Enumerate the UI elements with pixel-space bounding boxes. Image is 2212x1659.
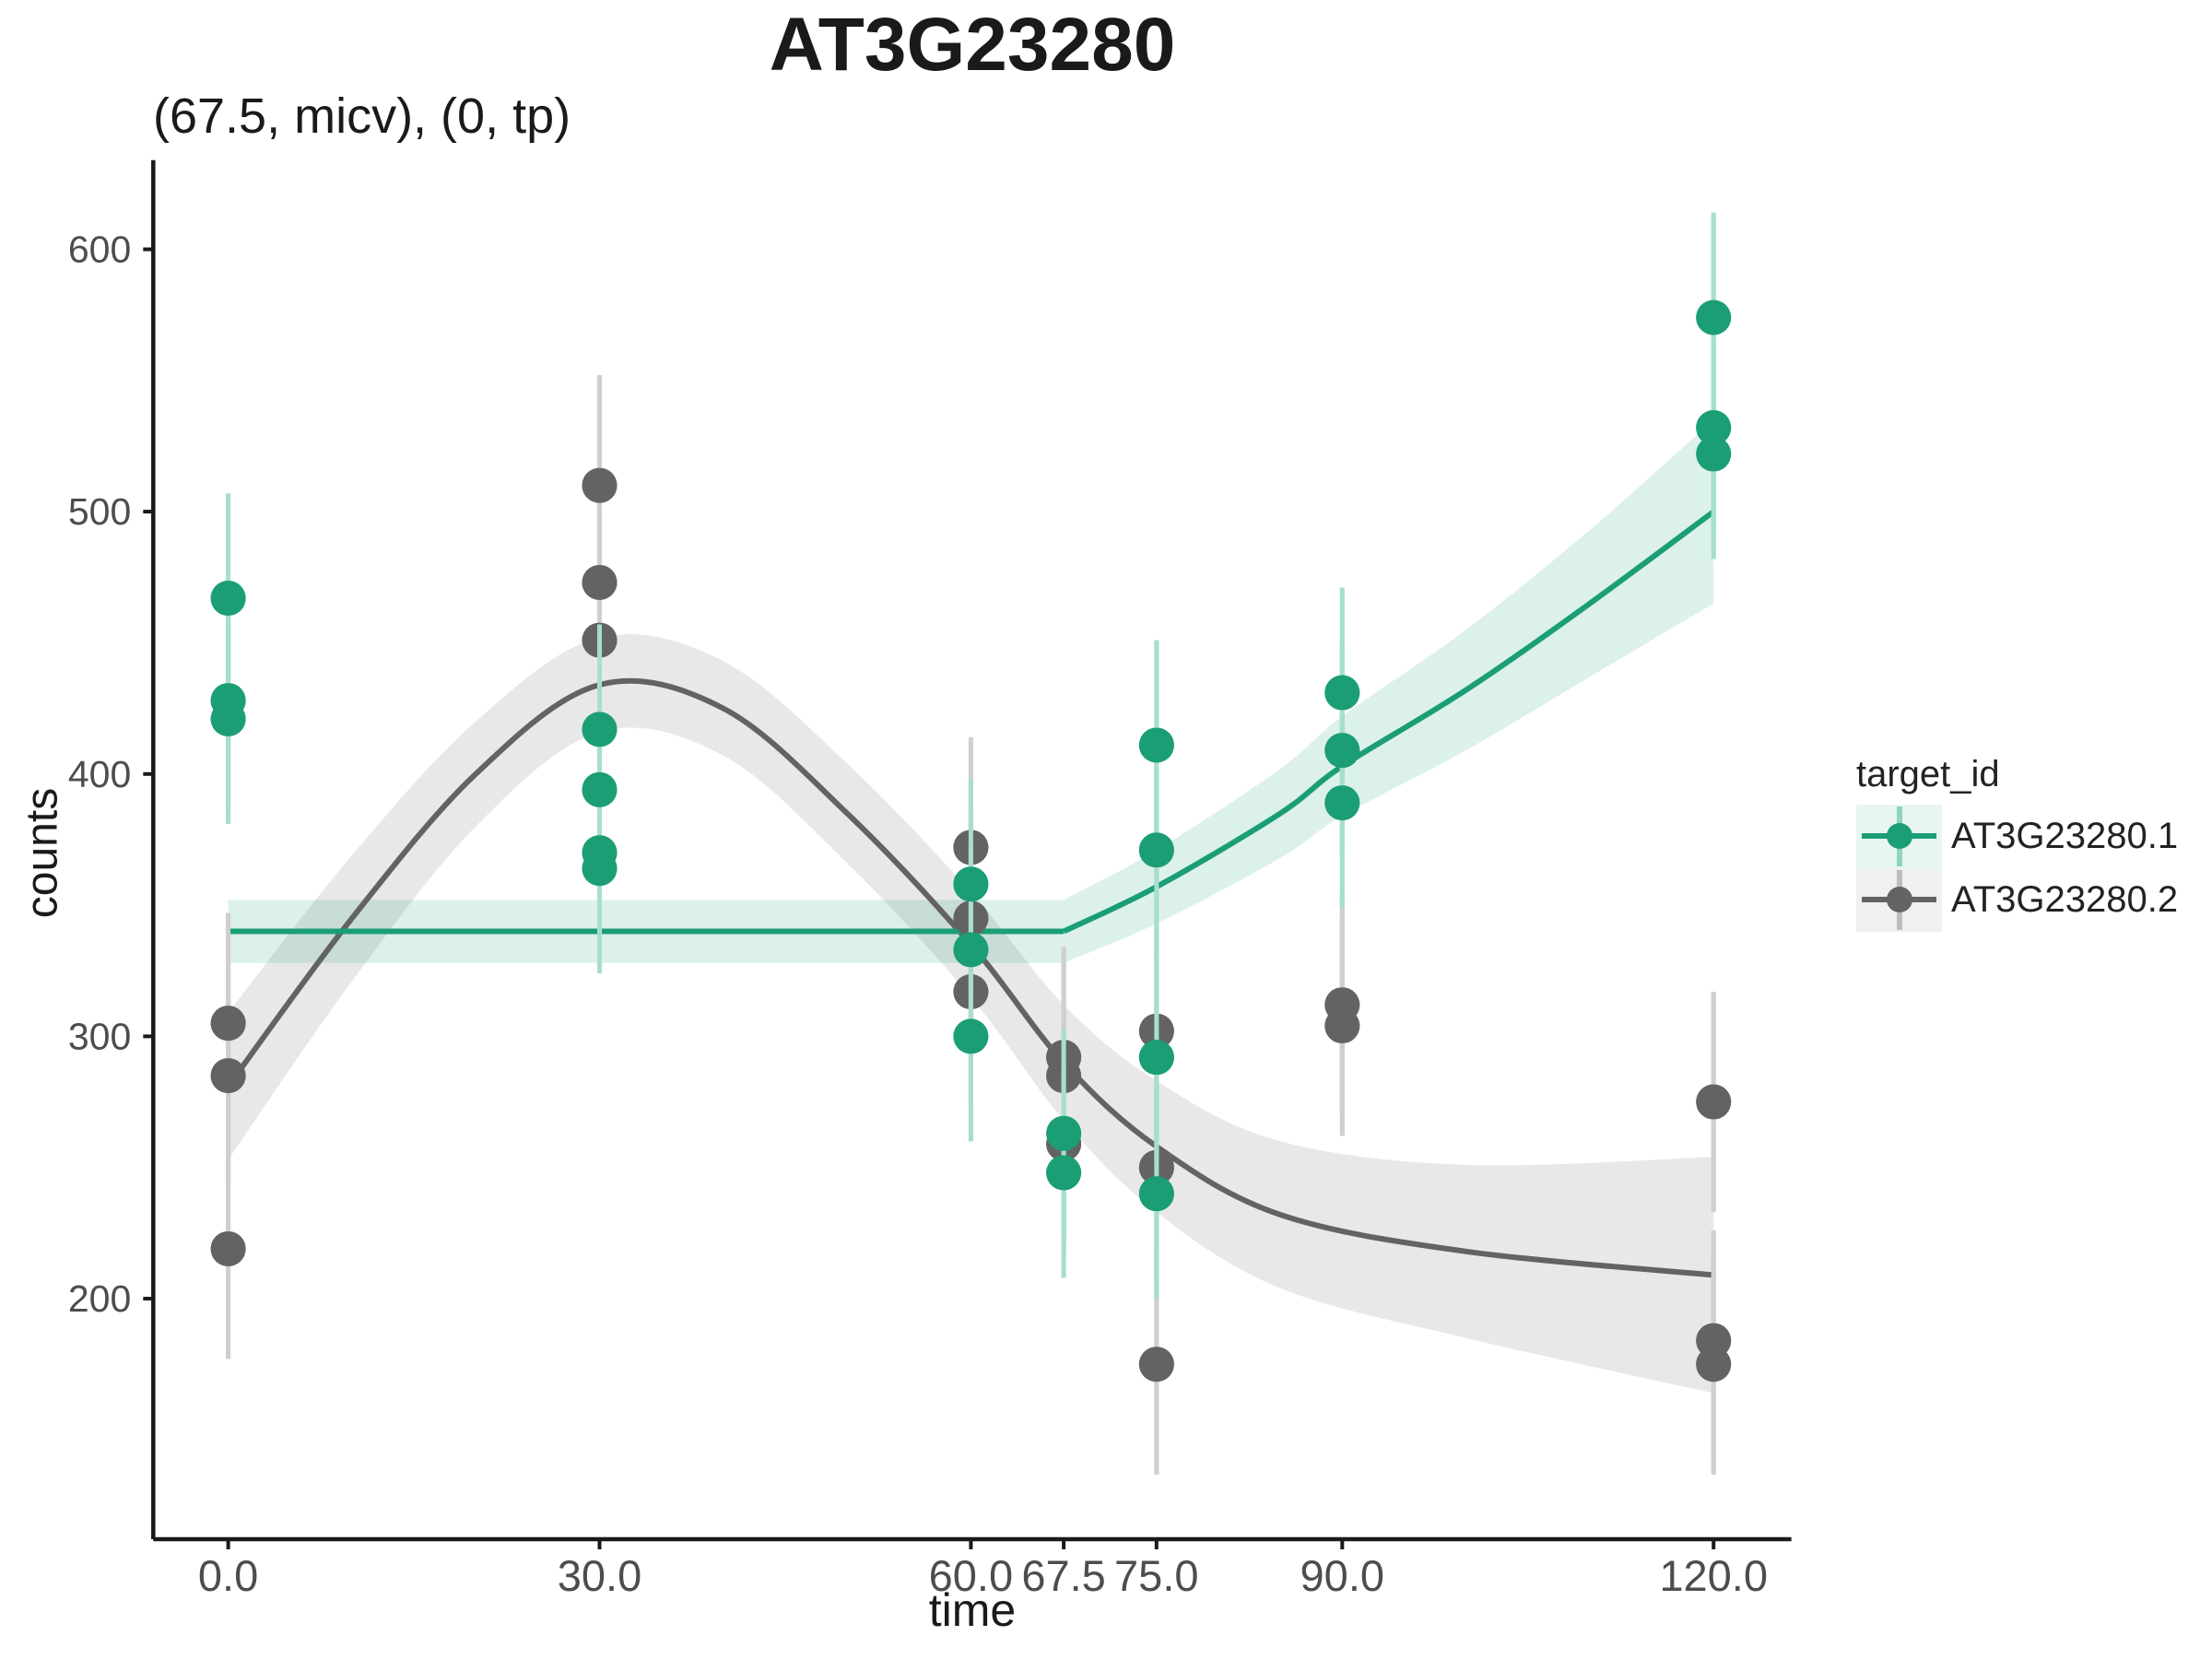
svg-text:600: 600 bbox=[68, 229, 131, 271]
svg-text:0.0: 0.0 bbox=[198, 1551, 258, 1600]
svg-text:400: 400 bbox=[68, 753, 131, 795]
svg-text:60.0: 60.0 bbox=[929, 1551, 1013, 1600]
svg-text:500: 500 bbox=[68, 490, 131, 533]
svg-text:200: 200 bbox=[68, 1277, 131, 1320]
svg-text:75.0: 75.0 bbox=[1114, 1551, 1198, 1600]
svg-text:120.0: 120.0 bbox=[1659, 1551, 1768, 1600]
svg-text:90.0: 90.0 bbox=[1300, 1551, 1384, 1600]
svg-text:67.5: 67.5 bbox=[1021, 1551, 1105, 1600]
svg-text:30.0: 30.0 bbox=[558, 1551, 641, 1600]
svg-text:300: 300 bbox=[68, 1015, 131, 1057]
